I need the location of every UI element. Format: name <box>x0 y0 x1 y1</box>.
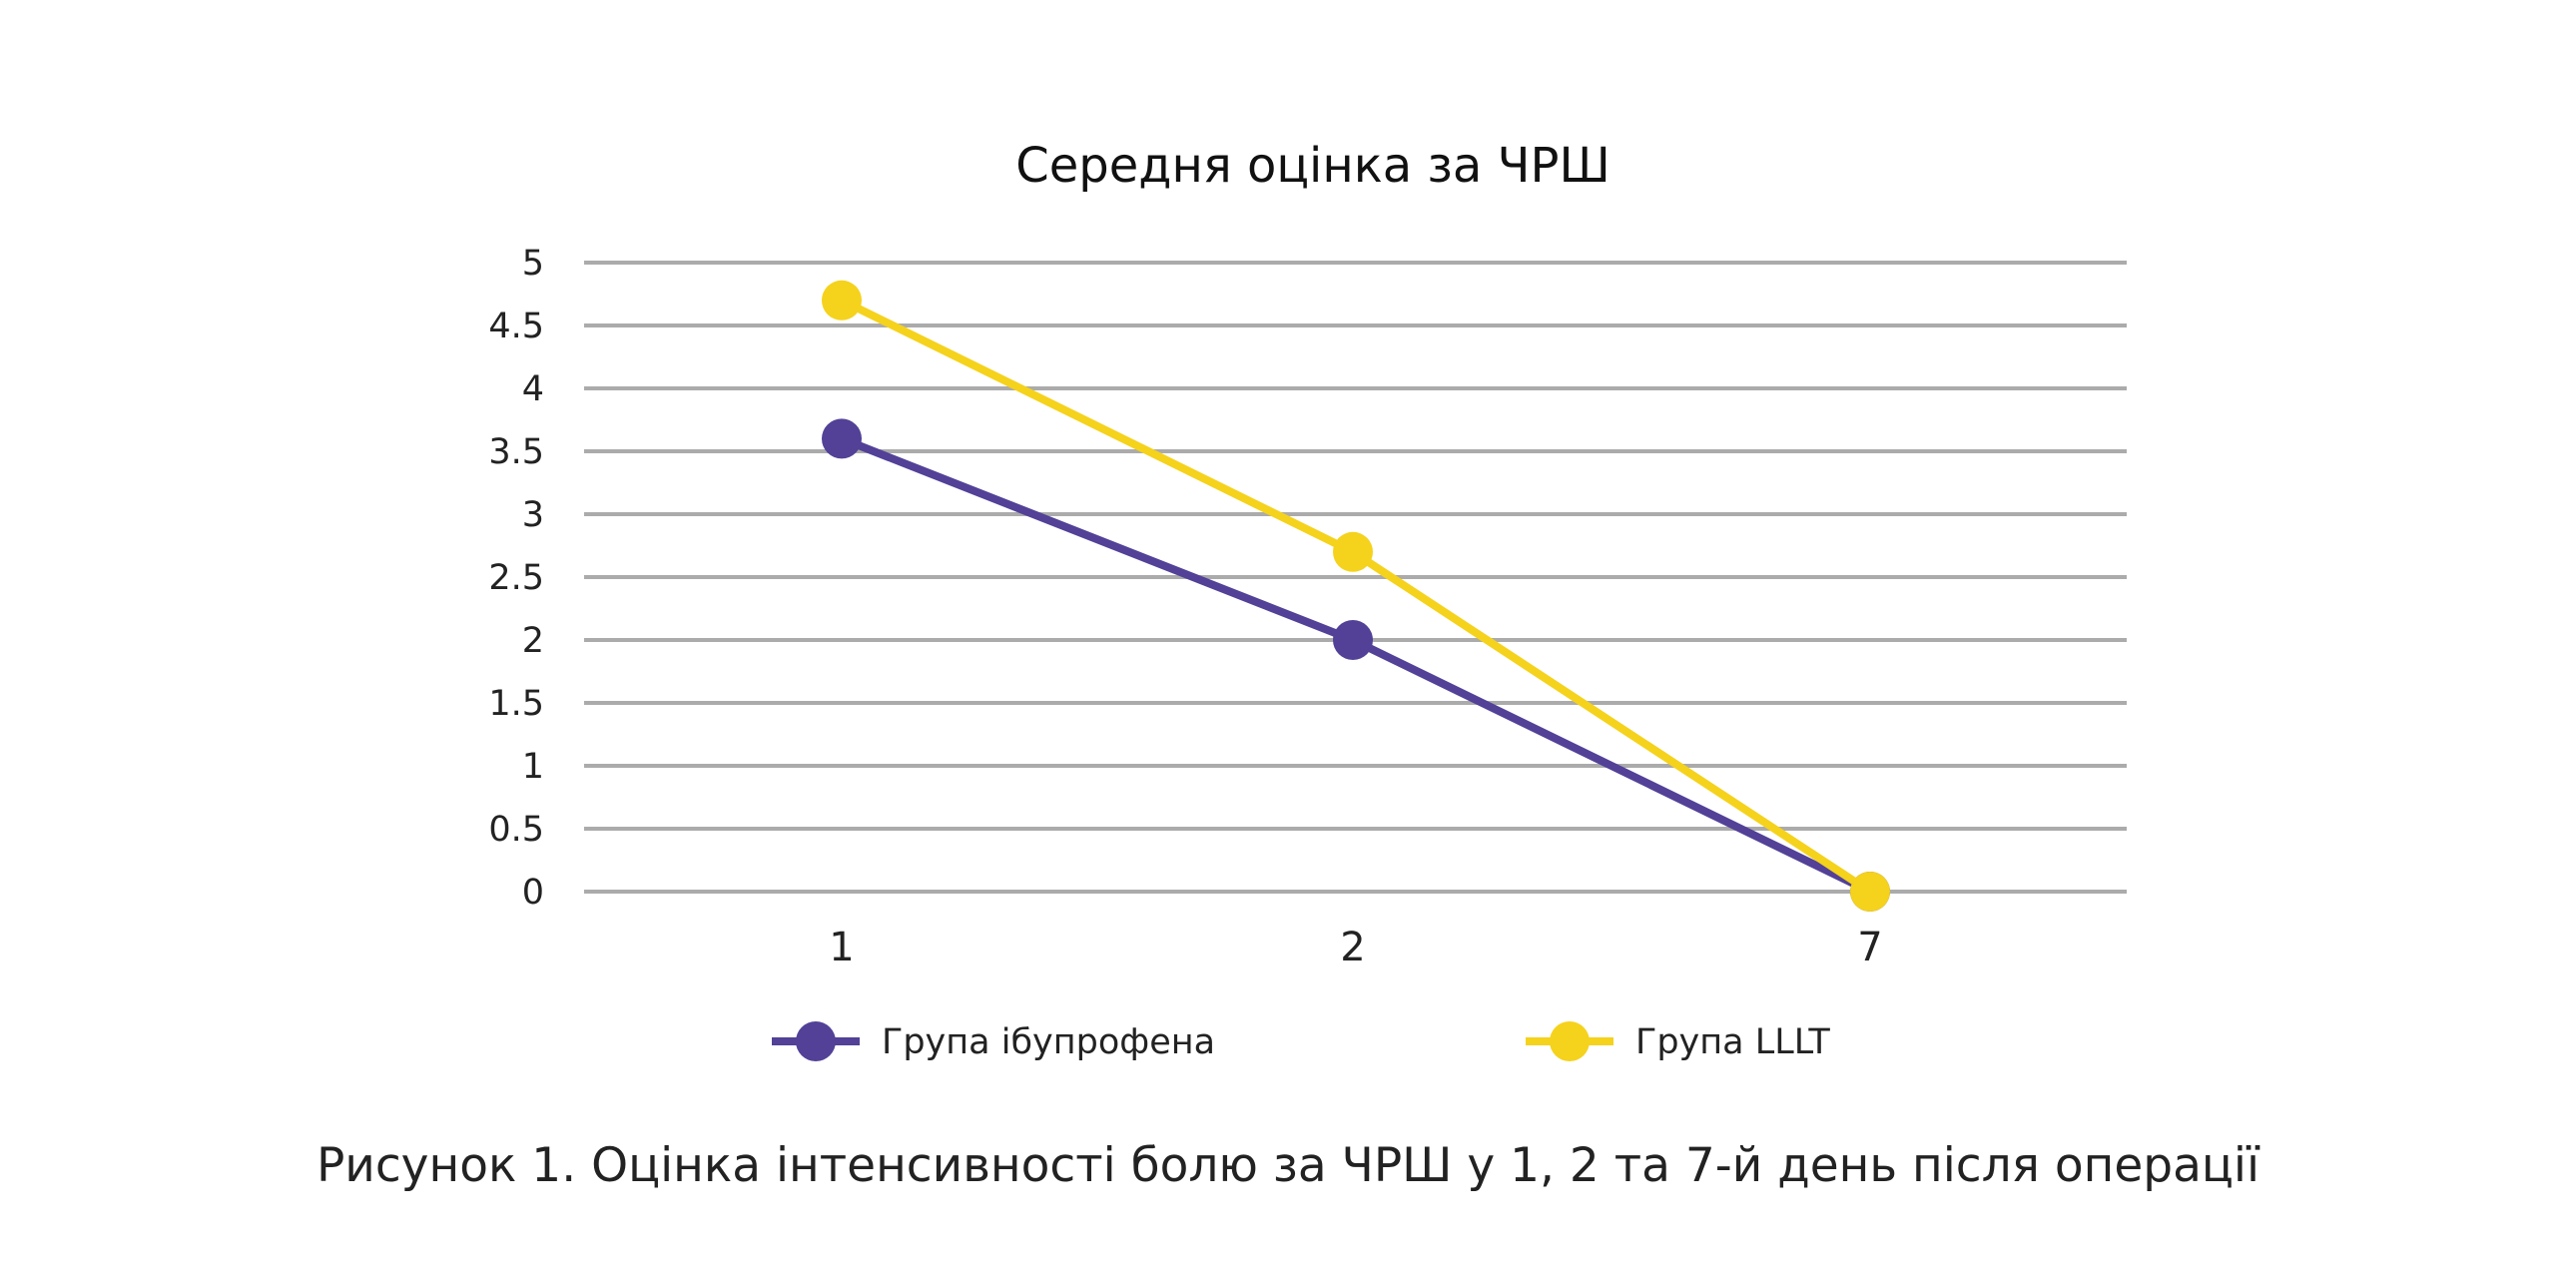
y-axis-ticks: 0 0.5 1 1.5 2 2.5 3 3.5 4 4.5 5 <box>488 244 544 913</box>
y-tick-label: 2 <box>522 621 544 661</box>
x-tick-label: 1 <box>829 925 854 970</box>
y-tick-label: 4.5 <box>488 307 544 346</box>
figure-caption: Рисунок 1. Оцінка інтенсивності болю за … <box>316 1138 2260 1193</box>
legend-label: Група LLLT <box>1635 1022 1830 1062</box>
y-tick-label: 0.5 <box>488 810 544 850</box>
legend-swatch-marker <box>796 1021 836 1061</box>
x-axis-ticks: 1 2 7 <box>829 925 1882 970</box>
chart-title: Середня оцінка за ЧРШ <box>1015 138 1610 194</box>
data-point <box>1333 531 1373 572</box>
y-tick-label: 5 <box>522 244 544 284</box>
legend-swatch-marker <box>1550 1021 1590 1061</box>
series-lines <box>822 280 1890 912</box>
x-tick-label: 7 <box>1857 925 1882 970</box>
x-tick-label: 2 <box>1340 925 1365 970</box>
y-tick-label: 3 <box>522 495 544 535</box>
data-point <box>822 280 862 320</box>
legend-item: Група LLLT <box>1526 1021 1830 1062</box>
data-point <box>1333 620 1373 660</box>
y-tick-label: 0 <box>522 873 544 913</box>
legend: Група ібупрофена Група LLLT <box>772 1021 1830 1062</box>
data-point <box>822 418 862 459</box>
y-tick-label: 4 <box>522 369 544 409</box>
series-line <box>840 434 1872 896</box>
y-tick-label: 1 <box>522 747 544 787</box>
y-tick-label: 1.5 <box>488 684 544 724</box>
legend-item: Група ібупрофена <box>772 1021 1215 1062</box>
data-point <box>1850 872 1890 912</box>
legend-label: Група ібупрофена <box>882 1022 1215 1062</box>
series-1 <box>822 418 1890 912</box>
y-tick-label: 3.5 <box>488 432 544 472</box>
gridlines <box>584 261 2127 894</box>
y-tick-label: 2.5 <box>488 558 544 598</box>
series-2 <box>822 280 1890 912</box>
